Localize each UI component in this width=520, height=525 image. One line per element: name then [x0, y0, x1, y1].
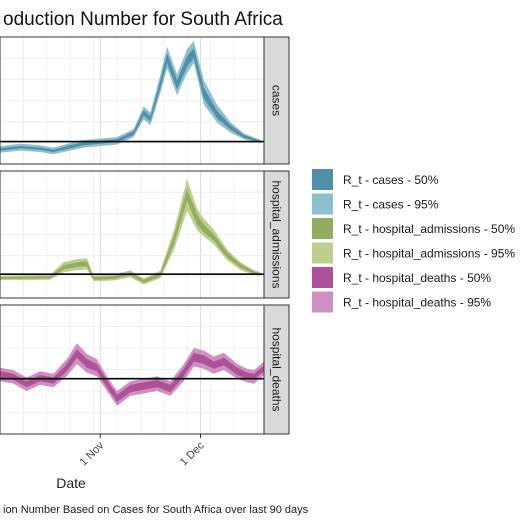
legend-label: R_t - hospital_admissions - 95% [343, 247, 515, 261]
facet-strip-label: hospital_deaths [270, 327, 284, 411]
legend-item: R_t - cases - 50% [312, 169, 439, 190]
chart-title: oduction Number for South Africa [3, 9, 283, 30]
legend-swatch [312, 242, 333, 264]
legend-label: R_t - hospital_deaths - 95% [343, 296, 491, 310]
facet-strip-label: hospital_admissions [270, 180, 284, 288]
facet-strip [263, 170, 290, 299]
panel-hospital_admissions: hospital_admissions [0, 170, 290, 299]
ribbon-95 [0, 40, 261, 155]
legend-item: R_t - hospital_deaths - 50% [312, 267, 491, 288]
ribbon-95 [0, 178, 261, 285]
facet-strip [263, 304, 290, 435]
legend-item: R_t - hospital_admissions - 50% [312, 218, 515, 239]
legend-swatch [312, 169, 333, 190]
x-axis-title: Date [56, 475, 86, 491]
ribbon-50 [0, 349, 264, 403]
legend: R_t - cases - 50% R_t - cases - 95% R_t - … [312, 169, 515, 313]
legend-label: R_t - cases - 50% [343, 173, 439, 187]
legend-label: R_t - hospital_admissions - 50% [343, 222, 515, 236]
ribbon-50 [0, 48, 261, 153]
legend-item: R_t - hospital_admissions - 95% [312, 242, 515, 264]
x-axis: 1 Nov 1 Dec [78, 434, 207, 468]
x-tick-label: 1 Nov [78, 439, 107, 468]
panel-hospital_deaths: hospital_deaths [0, 304, 290, 435]
legend-item: R_t - hospital_deaths - 95% [312, 291, 491, 313]
legend-item: R_t - cases - 95% [312, 193, 439, 215]
legend-swatch [312, 267, 333, 288]
facet-strip [263, 36, 290, 165]
legend-swatch [312, 291, 333, 313]
panel-cases: cases [0, 36, 290, 165]
legend-label: R_t - cases - 95% [343, 198, 439, 212]
panels-layer: cases hospital_admissions hospital_deaths [0, 36, 290, 435]
legend-label: R_t - hospital_deaths - 50% [343, 271, 491, 285]
facet-strip-label: cases [270, 85, 284, 116]
legend-swatch [312, 193, 333, 215]
chart-caption: ion Number Based on Cases for South Afri… [3, 504, 309, 516]
ribbon-50 [0, 188, 261, 283]
x-tick-label: 1 Dec [178, 439, 207, 468]
legend-swatch [312, 218, 333, 239]
